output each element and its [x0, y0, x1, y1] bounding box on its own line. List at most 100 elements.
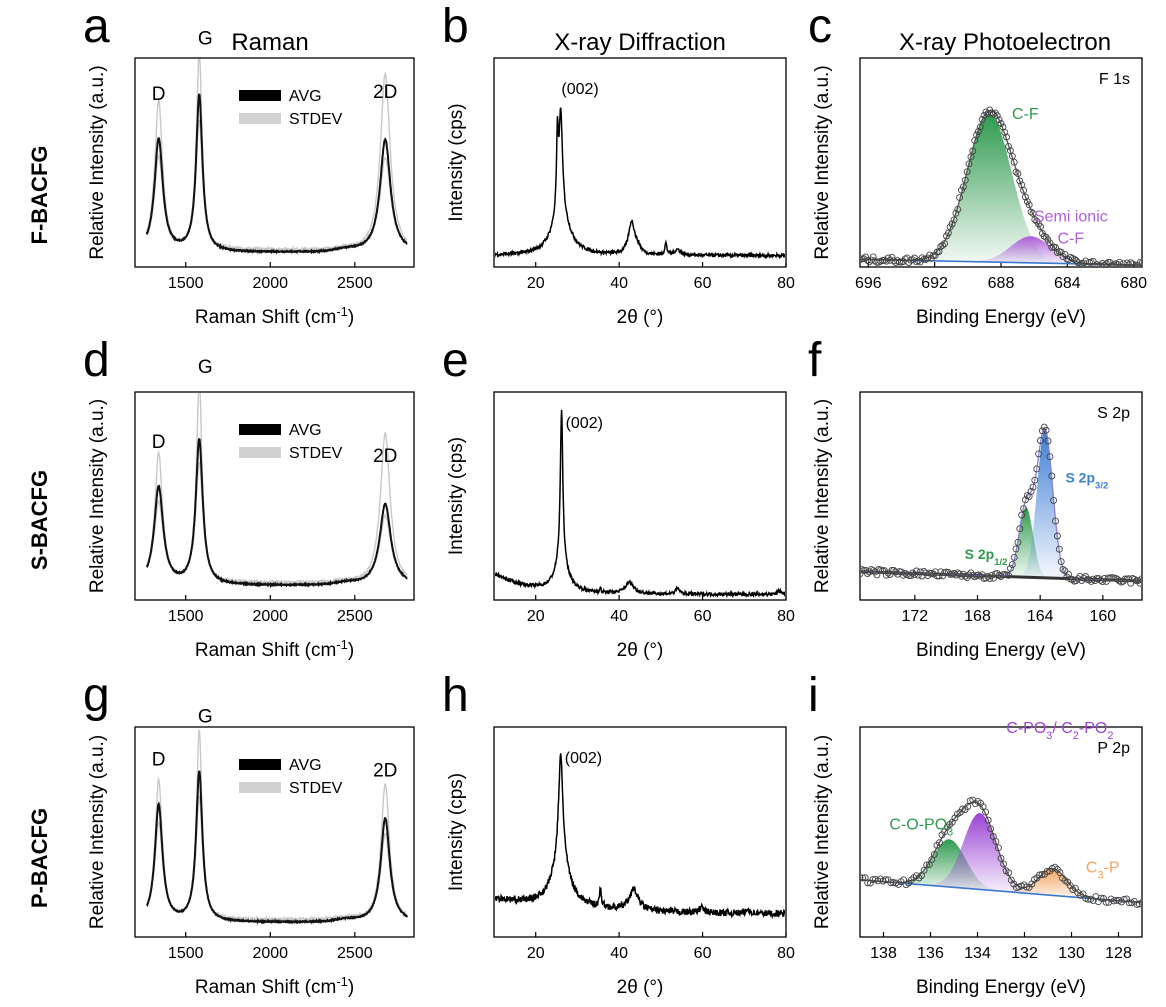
data-point	[995, 116, 1003, 124]
data-point	[1053, 532, 1061, 540]
legend-swatch-stdev	[239, 113, 281, 124]
peak-label-D: D	[152, 432, 166, 453]
data-point	[864, 879, 872, 887]
plot-area	[495, 107, 785, 260]
data-point	[1037, 437, 1044, 444]
data-point	[1122, 264, 1129, 266]
x-tick-label: 172	[901, 608, 928, 625]
data-point	[1061, 250, 1069, 258]
data-point	[1134, 577, 1141, 585]
data-point	[961, 572, 969, 580]
data-point	[1012, 884, 1020, 892]
data-point	[1036, 871, 1043, 879]
data-point	[1097, 894, 1105, 902]
peak-label-D: D	[152, 84, 166, 105]
data-point	[966, 797, 974, 805]
series-stdev-stdev-upper	[146, 729, 408, 926]
x-axis-label: 2θ (°)	[617, 977, 664, 998]
data-point	[990, 110, 997, 118]
series-stdev-stdev-lower	[146, 795, 408, 923]
series-xrd	[495, 107, 785, 260]
component-peak-0	[997, 507, 1055, 579]
x-tick-label: 2500	[337, 608, 373, 625]
data-point	[1084, 262, 1091, 266]
x-tick-label: 20	[527, 608, 545, 625]
series-stdev-stdev-upper	[146, 393, 408, 588]
plot-area	[861, 106, 1141, 266]
peak-annotation-002: (002)	[565, 750, 602, 767]
data-point	[1076, 261, 1084, 266]
data-point	[1046, 453, 1054, 461]
region-label: S 2p	[1097, 405, 1130, 422]
series-avg	[146, 770, 409, 925]
x-tick-label: 1500	[168, 945, 204, 962]
x-tick-label: 2000	[252, 275, 288, 292]
row-label-p-bacfg: P-BACFG	[27, 808, 52, 908]
data-point	[1087, 577, 1095, 585]
plot-area	[495, 409, 785, 599]
x-tick-label: 1500	[168, 275, 204, 292]
data-point	[1125, 899, 1133, 907]
series-avg	[145, 438, 408, 589]
data-point	[869, 876, 877, 884]
y-axis-label: Intensity (cps)	[446, 437, 467, 555]
legend-label-stdev: STDEV	[289, 780, 343, 797]
plot-frame	[134, 391, 415, 601]
x-tick-label: 20	[527, 945, 545, 962]
data-point	[1012, 545, 1020, 553]
data-point	[952, 209, 960, 217]
x-tick-label: 138	[870, 945, 897, 962]
component-label-2: C3-P	[1086, 860, 1120, 882]
legend-label-avg: AVG	[289, 422, 322, 439]
plot-area	[145, 393, 408, 589]
y-axis-label: Relative Intensity (a.u.)	[87, 65, 108, 259]
data-point	[1005, 142, 1012, 150]
data-point	[1134, 262, 1141, 266]
panels: a 1500 2000 2500 Raman Shift (cm-1) Relative …	[83, 0, 1147, 998]
panel-letter-b: b	[442, 0, 469, 53]
series-stdev-stdev-lower	[146, 461, 408, 586]
data-point	[963, 168, 971, 176]
plot-frame	[859, 726, 1143, 938]
component-label-1: C-PO3/ C2-PO2	[1006, 720, 1113, 742]
data-point	[1025, 201, 1033, 209]
data-point	[861, 874, 864, 881]
x-tick-label: 132	[1011, 945, 1038, 962]
data-point	[944, 229, 952, 237]
data-point	[1127, 579, 1135, 587]
y-axis-label: Relative Intensity (a.u.)	[87, 735, 108, 929]
plot-area	[145, 59, 408, 255]
x-tick-label: 128	[1105, 945, 1132, 962]
x-tick-label: 160	[1089, 608, 1116, 625]
data-point	[923, 861, 931, 869]
legend-swatch-avg	[239, 90, 281, 101]
x-tick-label: 80	[777, 275, 795, 292]
data-point	[920, 255, 928, 263]
data-point	[994, 844, 1002, 852]
data-point	[1117, 263, 1125, 266]
x-tick-label: 80	[777, 945, 795, 962]
x-tick-label: 40	[610, 275, 628, 292]
x-tick-label: 684	[1054, 275, 1081, 292]
x-tick-label: 2500	[337, 275, 373, 292]
x-axis-label: 2θ (°)	[617, 307, 664, 328]
row-label-f-bacfg: F-BACFG	[27, 146, 52, 245]
data-point	[1048, 472, 1056, 480]
data-point	[1102, 898, 1110, 906]
data-point	[1016, 177, 1024, 185]
component-label-0: C-F	[1012, 106, 1039, 123]
data-point	[1127, 259, 1135, 266]
data-point	[1005, 571, 1012, 579]
x-tick-label: 2500	[337, 945, 373, 962]
x-tick-label: 680	[1120, 275, 1147, 292]
component-label-1: Semi ionic C-F	[1034, 208, 1108, 247]
x-tick-label: 688	[988, 275, 1015, 292]
peak-label-D: D	[152, 750, 166, 771]
data-point	[948, 220, 956, 228]
plot-frame	[493, 391, 787, 601]
data-point	[1046, 239, 1054, 247]
panel-e: e 20 40 60 80 2θ (°) Intensity (cps) (002)	[442, 334, 795, 661]
x-tick-label: 168	[964, 608, 991, 625]
data-point	[1020, 186, 1028, 194]
panel-letter-c: c	[808, 0, 832, 53]
